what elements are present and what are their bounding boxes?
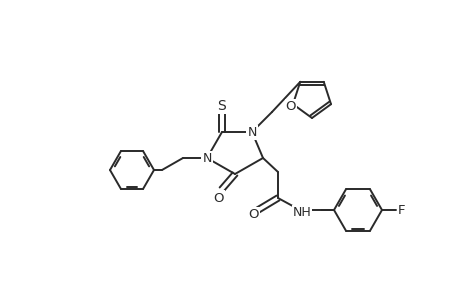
Text: F: F — [397, 203, 405, 217]
Text: S: S — [217, 99, 226, 113]
Text: O: O — [285, 100, 296, 113]
Text: NH: NH — [292, 206, 311, 218]
Text: N: N — [202, 152, 211, 164]
Text: O: O — [248, 208, 259, 221]
Text: O: O — [213, 191, 224, 205]
Text: N: N — [247, 125, 256, 139]
